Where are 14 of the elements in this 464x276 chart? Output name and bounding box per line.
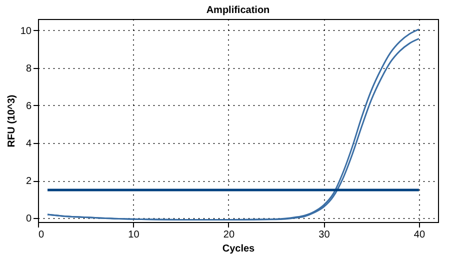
x-axis-title: Cycles — [222, 244, 256, 254]
y-tick-label: 8 — [26, 63, 32, 74]
y-tick-label: 6 — [26, 100, 32, 112]
x-tick-label: 20 — [223, 230, 235, 240]
x-tick-label: 0 — [38, 230, 44, 240]
y-tick-label: 4 — [26, 138, 32, 150]
chart-title: Amplification — [206, 5, 270, 16]
y-tick-label: 0 — [26, 214, 32, 225]
y-tick-label: 10 — [20, 26, 32, 37]
x-tick-label: 40 — [414, 230, 426, 240]
x-tick-label: 30 — [318, 230, 330, 240]
y-tick-label: 2 — [26, 176, 32, 188]
x-tick-label: 10 — [128, 230, 140, 240]
y-axis-title: RFU (10^3) — [6, 94, 18, 148]
